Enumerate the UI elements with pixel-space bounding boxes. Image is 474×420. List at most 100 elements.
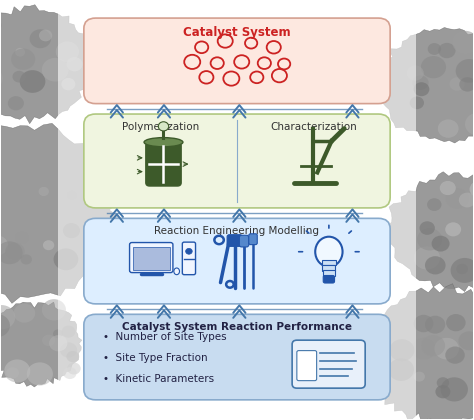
Circle shape (458, 331, 474, 350)
Circle shape (417, 228, 442, 250)
Circle shape (412, 75, 428, 90)
Polygon shape (0, 5, 95, 124)
Circle shape (414, 372, 425, 382)
Circle shape (49, 335, 67, 351)
Circle shape (63, 367, 77, 379)
FancyBboxPatch shape (322, 265, 336, 271)
Circle shape (29, 29, 51, 48)
Circle shape (425, 316, 445, 333)
FancyBboxPatch shape (182, 242, 196, 275)
Circle shape (38, 187, 49, 196)
Circle shape (419, 221, 435, 235)
FancyBboxPatch shape (84, 218, 390, 304)
Circle shape (53, 329, 63, 338)
Circle shape (459, 193, 474, 207)
Ellipse shape (174, 268, 180, 275)
Text: Catalyst System Reaction Performance: Catalyst System Reaction Performance (122, 322, 352, 332)
Circle shape (449, 77, 465, 91)
Circle shape (6, 367, 19, 378)
Circle shape (67, 362, 81, 375)
Circle shape (11, 49, 35, 70)
Circle shape (216, 237, 222, 242)
Text: •  Kinetic Parameters: • Kinetic Parameters (103, 374, 214, 384)
FancyBboxPatch shape (84, 18, 390, 104)
Circle shape (456, 59, 474, 83)
Text: Polymerization: Polymerization (122, 121, 199, 131)
Circle shape (435, 338, 459, 360)
Text: •  Site Type Fraction: • Site Type Fraction (103, 353, 207, 363)
Circle shape (421, 335, 445, 356)
FancyBboxPatch shape (84, 114, 390, 208)
FancyBboxPatch shape (58, 1, 416, 419)
Circle shape (438, 43, 456, 58)
FancyBboxPatch shape (227, 235, 242, 247)
FancyBboxPatch shape (292, 340, 365, 388)
Circle shape (0, 236, 8, 255)
Circle shape (66, 57, 82, 71)
Circle shape (66, 351, 79, 362)
Circle shape (414, 82, 429, 96)
Circle shape (415, 383, 435, 400)
Circle shape (390, 339, 414, 361)
FancyBboxPatch shape (146, 142, 181, 186)
Circle shape (414, 247, 440, 270)
Circle shape (186, 248, 192, 254)
Circle shape (414, 315, 433, 332)
Circle shape (427, 198, 441, 211)
Circle shape (43, 240, 54, 250)
Circle shape (4, 360, 30, 383)
Circle shape (410, 97, 424, 109)
Circle shape (63, 223, 80, 238)
Circle shape (61, 78, 75, 90)
Circle shape (470, 181, 474, 198)
Text: •  Number of Site Types: • Number of Site Types (103, 332, 226, 342)
Circle shape (465, 113, 474, 136)
Circle shape (459, 77, 474, 92)
FancyBboxPatch shape (323, 276, 335, 283)
Polygon shape (0, 123, 120, 303)
Circle shape (436, 385, 450, 398)
Circle shape (438, 119, 458, 138)
Circle shape (62, 326, 75, 338)
Circle shape (54, 248, 78, 270)
Circle shape (42, 58, 69, 81)
Circle shape (421, 56, 446, 78)
Circle shape (0, 305, 15, 329)
Circle shape (0, 314, 10, 337)
Circle shape (12, 71, 26, 82)
FancyBboxPatch shape (249, 234, 257, 244)
Polygon shape (387, 172, 474, 291)
FancyBboxPatch shape (239, 235, 249, 247)
Text: Reaction Engineering Modelling: Reaction Engineering Modelling (155, 226, 319, 236)
Circle shape (428, 43, 441, 55)
Circle shape (425, 256, 446, 274)
FancyBboxPatch shape (323, 270, 335, 276)
Ellipse shape (214, 236, 224, 244)
Circle shape (39, 30, 52, 41)
Circle shape (411, 338, 436, 360)
Polygon shape (0, 302, 82, 387)
Circle shape (67, 191, 77, 200)
Circle shape (20, 70, 46, 93)
Circle shape (446, 188, 469, 209)
FancyBboxPatch shape (129, 242, 173, 273)
Circle shape (14, 304, 35, 323)
Circle shape (0, 17, 1, 34)
Circle shape (15, 232, 29, 244)
Circle shape (445, 222, 461, 236)
Circle shape (432, 236, 449, 252)
Circle shape (445, 346, 465, 364)
Circle shape (0, 241, 23, 264)
Text: Catalyst System: Catalyst System (183, 26, 291, 39)
FancyBboxPatch shape (297, 351, 317, 381)
Circle shape (5, 243, 25, 260)
Circle shape (446, 314, 465, 331)
Text: Characterization: Characterization (270, 121, 357, 131)
Circle shape (452, 31, 474, 54)
Circle shape (158, 122, 169, 131)
Polygon shape (377, 28, 474, 143)
Circle shape (15, 48, 25, 57)
FancyBboxPatch shape (133, 247, 170, 270)
Circle shape (451, 258, 474, 283)
Circle shape (42, 335, 55, 346)
